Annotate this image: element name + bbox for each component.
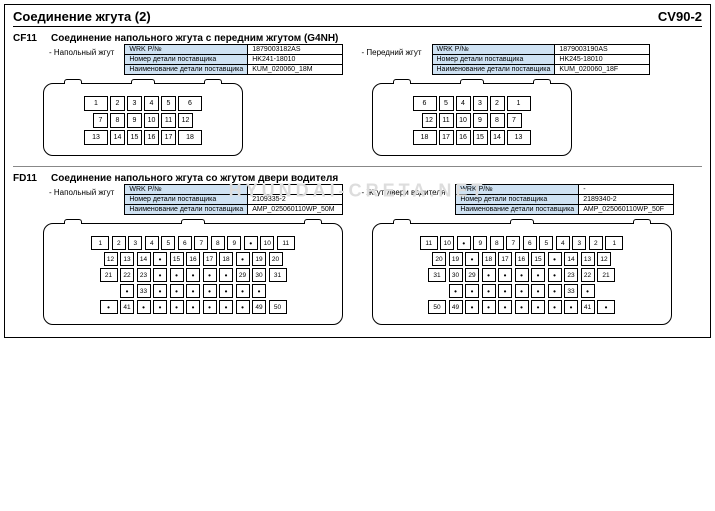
fd11-left-spec-table: WRK P/№- Номер детали поставщика2109335-… xyxy=(124,184,343,215)
cf11-section: CF11 Соединение напольного жгута с перед… xyxy=(13,33,702,160)
fd11-left-sub: - Напольный жгут xyxy=(49,188,114,197)
page-title: Соединение жгута (2) xyxy=(13,9,151,24)
fd11-right-connector: 1110987654321 201918171615141312 3130292… xyxy=(372,223,672,325)
fd11-section: FD11 Соединение напольного жгута со жгут… xyxy=(13,173,702,329)
page: HYUNDAI-CRETA.NET Соединение жгута (2) C… xyxy=(4,4,711,338)
cf11-code: CF11 xyxy=(13,33,43,44)
cf11-left: - Напольный жгут WRK P/№1879003182AS Ном… xyxy=(13,44,354,160)
fd11-code: FD11 xyxy=(13,173,43,184)
section-divider xyxy=(13,166,702,167)
cf11-right: - Передний жгут WRK P/№1879003190AS Номе… xyxy=(362,44,703,160)
cf11-right-sub: - Передний жгут xyxy=(362,48,422,57)
page-header: Соединение жгута (2) CV90-2 xyxy=(13,9,702,27)
fd11-left-connector: 1234567891011 121314151617181920 2122232… xyxy=(43,223,343,325)
cf11-right-connector: 654321 121110987 181716151413 xyxy=(372,83,572,156)
cf11-left-sub: - Напольный жгут xyxy=(49,48,114,57)
cf11-left-spec-table: WRK P/№1879003182AS Номер детали поставщ… xyxy=(124,44,343,75)
page-code: CV90-2 xyxy=(658,9,702,24)
fd11-left: - Напольный жгут WRK P/№- Номер детали п… xyxy=(13,184,354,329)
cf11-left-connector: 123456 789101112 131415161718 xyxy=(43,83,243,156)
cf11-title: Соединение напольного жгута с передним ж… xyxy=(51,33,338,44)
cf11-right-spec-table: WRK P/№1879003190AS Номер детали поставщ… xyxy=(432,44,651,75)
fd11-right: - Жгут двери водителя WRK P/№- Номер дет… xyxy=(362,184,703,329)
fd11-right-spec-table: WRK P/№- Номер детали поставщика2189340-… xyxy=(455,184,674,215)
fd11-title: Соединение напольного жгута со жгутом дв… xyxy=(51,173,338,184)
fd11-right-sub: - Жгут двери водителя xyxy=(362,188,446,197)
